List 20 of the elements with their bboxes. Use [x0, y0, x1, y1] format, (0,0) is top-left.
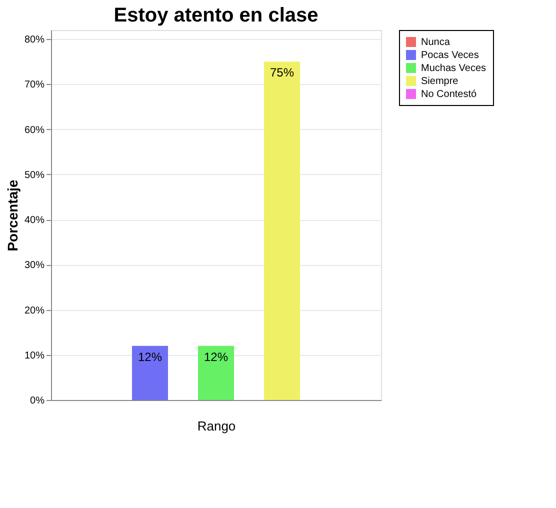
y-tick-label: 40% — [24, 215, 45, 226]
y-tick-label: 70% — [24, 80, 45, 91]
legend-label: Muchas Veces — [421, 63, 486, 74]
y-tick-label: 80% — [24, 34, 45, 46]
data-label: 75% — [270, 66, 294, 80]
data-label: 12% — [138, 350, 162, 364]
y-axis-title: Porcentaje — [4, 179, 20, 252]
chart-title: Estoy atento en clase — [114, 4, 318, 26]
legend-label: Nunca — [421, 37, 450, 48]
legend-label: Siempre — [421, 76, 459, 87]
y-tick-label: 0% — [30, 396, 45, 406]
legend-label: No Contestó — [421, 89, 478, 100]
y-tick-label: 50% — [24, 170, 45, 181]
data-label: 12% — [204, 350, 228, 364]
legend-label: Pocas Veces — [421, 50, 479, 61]
y-tick-label: 60% — [24, 124, 45, 136]
y-tick-label: 10% — [24, 350, 45, 362]
x-axis-title: Rango — [197, 418, 236, 434]
y-tick-label: 30% — [24, 260, 45, 272]
y-tick-label: 20% — [24, 305, 45, 316]
